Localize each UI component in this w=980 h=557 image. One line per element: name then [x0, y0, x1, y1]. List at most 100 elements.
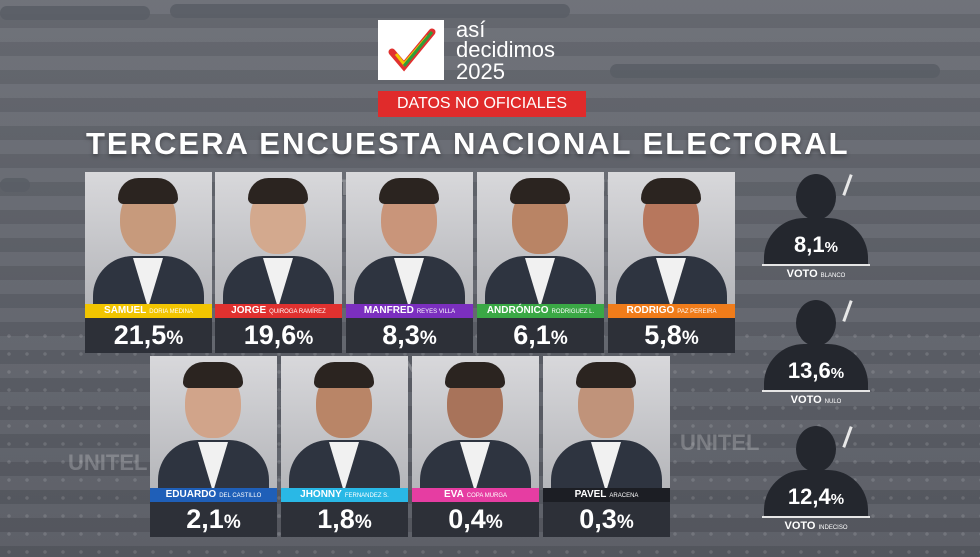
- vote-label-type: NULO: [824, 399, 842, 405]
- pct-value: 2,1: [186, 504, 224, 534]
- hair-shape: [379, 178, 439, 204]
- vote-option: 12,4% VOTO INDECISO: [762, 424, 870, 544]
- asi-decidimos-logo: así decidimos 2025: [378, 18, 598, 118]
- candidate-percentage: 8,3%: [346, 318, 473, 353]
- candidate-card: JORGE QUIROGA RAMÍREZ 19,6%: [215, 172, 342, 353]
- vote-percentage: 12,4%: [762, 484, 870, 510]
- pct-value: 0,3: [579, 504, 617, 534]
- vote-option: 13,6% VOTO NULO: [762, 298, 870, 418]
- candidate-photo: [281, 356, 408, 488]
- pct-value: 12,4: [787, 484, 831, 509]
- candidate-last-name: ARACENA: [609, 493, 639, 499]
- pct-sign: %: [419, 328, 437, 349]
- hair-shape: [641, 178, 701, 204]
- candidate-percentage: 5,8%: [608, 318, 735, 353]
- pct-sign: %: [830, 491, 845, 508]
- hair-shape: [118, 178, 178, 204]
- pct-value: 21,5: [113, 320, 167, 350]
- pct-value: 6,1: [513, 320, 551, 350]
- pct-value: 8,1: [794, 232, 825, 257]
- pct-sign: %: [223, 512, 241, 533]
- candidate-last-name: QUIROGA RAMÍREZ: [269, 309, 326, 315]
- vote-label-main: VOTO: [784, 520, 816, 532]
- candidate-last-name: RODRIGUEZ L.: [551, 309, 595, 315]
- candidate-last-name: COPA MURGA: [466, 493, 508, 499]
- candidate-name: JORGE QUIROGA RAMÍREZ: [215, 304, 342, 318]
- vote-label: VOTO INDECISO: [762, 520, 870, 532]
- pct-sign: %: [296, 328, 314, 349]
- candidate-photo: [150, 356, 277, 488]
- logo-line-3: 2025: [456, 59, 505, 84]
- candidate-card: EDUARDO DEL CASTILLO 2,1%: [150, 356, 277, 537]
- candidate-photo: [412, 356, 539, 488]
- candidate-card: PAVEL ARACENA 0,3%: [543, 356, 670, 537]
- pct-value: 8,3: [382, 320, 420, 350]
- candidate-percentage: 0,3%: [543, 502, 670, 537]
- pct-value: 0,4: [448, 504, 486, 534]
- pct-sign: %: [550, 328, 568, 349]
- candidate-first-name: ANDRÓNICO: [486, 305, 549, 316]
- vote-label-main: VOTO: [790, 394, 822, 406]
- candidate-card: RODRIGO PAZ PEREIRA 5,8%: [608, 172, 735, 353]
- candidate-last-name: REYES VILLA: [416, 309, 456, 315]
- vote-label: VOTO BLANCO: [762, 268, 870, 280]
- hair-shape: [510, 178, 570, 204]
- decor-streak: [0, 178, 30, 192]
- person-silhouette-icon: [762, 298, 870, 390]
- hair-shape: [183, 362, 243, 388]
- candidate-last-name: PAZ PEREIRA: [677, 309, 717, 315]
- watermark: UNITEL: [680, 430, 760, 455]
- candidate-first-name: SAMUEL: [104, 305, 147, 316]
- candidate-first-name: EDUARDO: [165, 489, 217, 500]
- candidate-last-name: DORIA MEDINA: [149, 309, 193, 315]
- vote-option: 8,1% VOTO BLANCO: [762, 172, 870, 292]
- pct-sign: %: [166, 328, 184, 349]
- watermark: UNITEL: [68, 450, 148, 475]
- candidate-photo: [215, 172, 342, 304]
- decor-streak: [0, 6, 150, 20]
- page-title: TERCERA ENCUESTA NACIONAL ELECTORAL: [86, 126, 850, 161]
- candidate-percentage: 2,1%: [150, 502, 277, 537]
- candidate-card: EVA COPA MURGA 0,4%: [412, 356, 539, 537]
- divider: [762, 264, 870, 266]
- hair-shape: [576, 362, 636, 388]
- divider: [762, 390, 870, 392]
- candidate-first-name: MANFRED: [363, 305, 414, 316]
- logo-line-2: decidimos: [456, 37, 556, 62]
- hair-shape: [314, 362, 374, 388]
- candidate-name: SAMUEL DORIA MEDINA: [85, 304, 212, 318]
- vote-percentage: 13,6%: [762, 358, 870, 384]
- candidate-name: EVA COPA MURGA: [412, 488, 539, 502]
- candidate-name: PAVEL ARACENA: [543, 488, 670, 502]
- unofficial-data-badge: DATOS NO OFICIALES: [378, 91, 586, 117]
- person-silhouette-icon: [762, 172, 870, 264]
- candidate-name: MANFRED REYES VILLA: [346, 304, 473, 318]
- candidate-photo: [608, 172, 735, 304]
- candidate-name: JHONNY FERNANDEZ S.: [281, 488, 408, 502]
- divider: [762, 516, 870, 518]
- candidate-name: RODRIGO PAZ PEREIRA: [608, 304, 735, 318]
- decor-streak: [610, 64, 940, 78]
- candidate-card: MANFRED REYES VILLA 8,3%: [346, 172, 473, 353]
- pct-sign: %: [354, 512, 372, 533]
- pct-sign: %: [485, 512, 503, 533]
- vote-percentage: 8,1%: [762, 232, 870, 258]
- pct-sign: %: [616, 512, 634, 533]
- hair-shape: [445, 362, 505, 388]
- candidate-card: JHONNY FERNANDEZ S. 1,8%: [281, 356, 408, 537]
- candidate-first-name: EVA: [443, 489, 464, 500]
- pct-sign: %: [830, 365, 845, 382]
- candidate-percentage: 19,6%: [215, 318, 342, 353]
- logo-line-1: así: [456, 17, 486, 42]
- pct-value: 5,8: [644, 320, 682, 350]
- ballot-check-icon: [378, 20, 444, 80]
- candidate-photo: [543, 356, 670, 488]
- vote-label: VOTO NULO: [762, 394, 870, 406]
- pct-value: 13,6: [787, 358, 831, 383]
- candidate-percentage: 21,5%: [85, 318, 212, 353]
- candidate-name: EDUARDO DEL CASTILLO: [150, 488, 277, 502]
- candidate-last-name: FERNANDEZ S.: [344, 493, 389, 499]
- candidate-percentage: 6,1%: [477, 318, 604, 353]
- pct-value: 19,6: [243, 320, 297, 350]
- candidate-first-name: JORGE: [231, 305, 267, 316]
